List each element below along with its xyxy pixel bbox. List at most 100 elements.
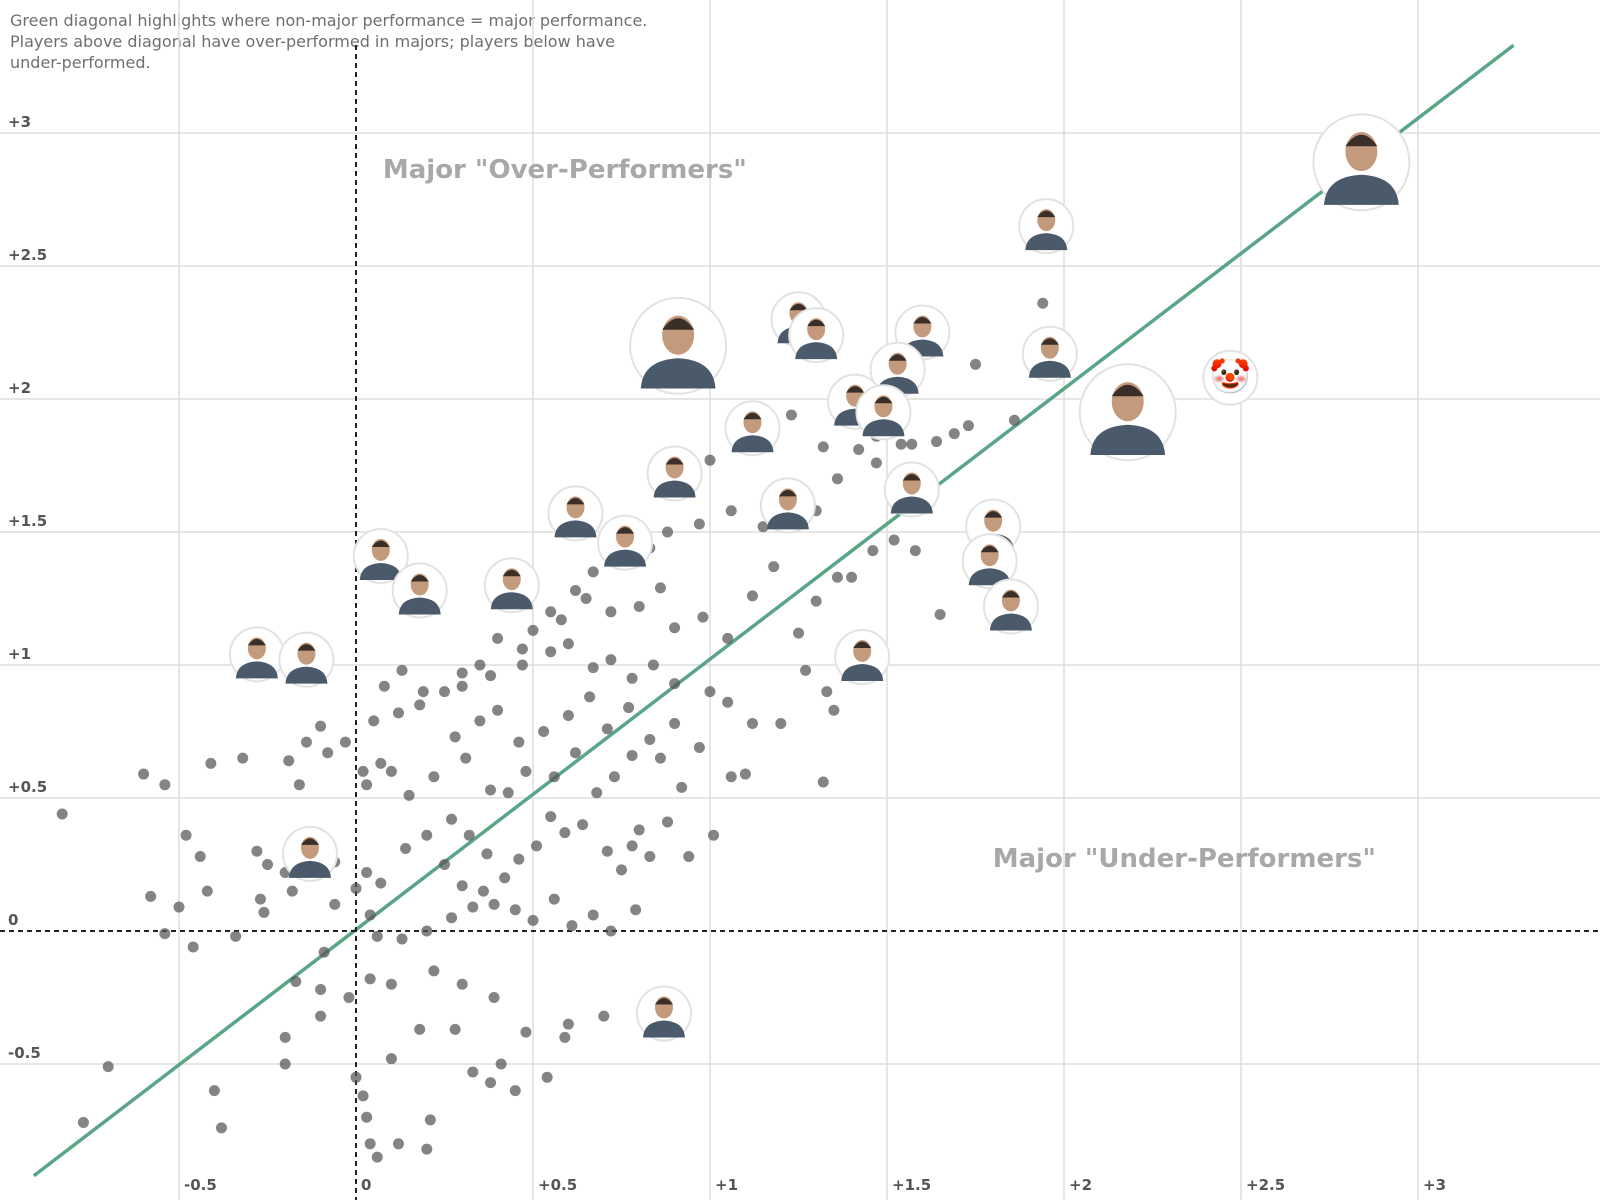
player-shirt [640,358,716,389]
data-point [385,978,397,990]
y-tick-label: +0.5 [8,778,47,796]
region-annotations: Major "Over-Performers" Major "Under-Perf… [383,155,1376,874]
data-point [520,765,532,777]
data-point [290,976,302,988]
data-point [456,978,468,990]
data-point [286,885,298,897]
data-point [138,768,150,780]
data-point [623,702,635,714]
player-hair [616,527,635,534]
data-point [315,720,327,732]
data-point [587,909,599,921]
data-point [329,898,341,910]
data-point [102,1061,114,1073]
x-tick-label: +1 [715,1176,738,1194]
data-point [230,930,242,942]
data-point [262,859,273,870]
player-shirt [1025,233,1068,251]
y-tick-label: +2 [8,379,31,397]
data-point [970,358,981,370]
data-point [463,829,475,841]
data-point [485,1077,497,1089]
data-point [499,872,511,884]
data-point [439,686,450,698]
data-point [361,779,373,791]
data-point [396,933,408,945]
player-headshot-icon [597,514,654,571]
data-point [456,667,468,679]
data-point [654,752,666,764]
player-hair [743,412,762,420]
x-tick-label: +0.5 [538,1176,577,1194]
data-point [481,848,493,860]
data-point [821,686,833,698]
data-point [279,1058,291,1070]
data-point [477,885,489,897]
data-point [485,784,497,796]
y-tick-label: +3 [8,113,31,131]
data-point [495,1058,507,1070]
data-point [562,710,574,722]
player-hair [371,540,390,547]
data-point [831,571,843,583]
data-point [194,851,206,863]
data-point [509,904,521,916]
data-point [888,534,900,546]
data-point [895,438,907,450]
data-point [569,747,581,759]
data-point [357,765,369,777]
data-point [467,901,479,913]
data-point [368,715,380,727]
data-point [385,765,397,777]
data-point [785,409,797,421]
player-hair [502,569,521,577]
data-point [428,771,440,783]
data-point [417,686,429,698]
y-tick-label: -0.5 [8,1044,41,1062]
x-tick-label: +2.5 [1246,1176,1285,1194]
player-hair [410,575,429,582]
data-point [396,664,408,676]
data-point [467,1066,479,1078]
data-point [545,646,557,658]
data-point [870,457,882,469]
data-point [644,851,656,863]
data-point [516,659,528,671]
data-point [364,973,376,985]
player-shirt [359,562,402,580]
data-point [555,614,567,626]
player-hair [888,354,907,361]
data-point [201,885,213,897]
data-point [375,877,387,889]
data-point [608,771,620,783]
data-point [254,893,266,905]
y-tick-label: +2.5 [8,246,47,264]
player-hair [980,545,999,553]
data-point [339,736,351,748]
player-headshot-icon [1021,325,1078,382]
player-headshot-icon [629,296,728,395]
data-point [492,704,504,716]
player-shirt [731,435,774,453]
player-hair [247,638,266,646]
player-hair [1037,210,1056,218]
data-point [371,930,383,942]
player-headshot-icon [788,307,845,364]
data-point [548,771,560,783]
data-point [1008,414,1020,426]
data-point [931,436,943,448]
data-point [662,526,674,538]
data-point [662,816,674,828]
data-point [315,1010,327,1022]
data-point [446,912,458,924]
data-point [205,757,217,769]
data-point [683,851,695,863]
player-shirt [1090,424,1166,455]
data-point [817,441,829,453]
data-point [569,585,581,597]
player-shirt [490,592,533,610]
data-point [704,454,716,466]
data-point [527,914,539,926]
region-label: Major "Under-Performers" [993,844,1376,874]
player-hair [300,838,319,845]
